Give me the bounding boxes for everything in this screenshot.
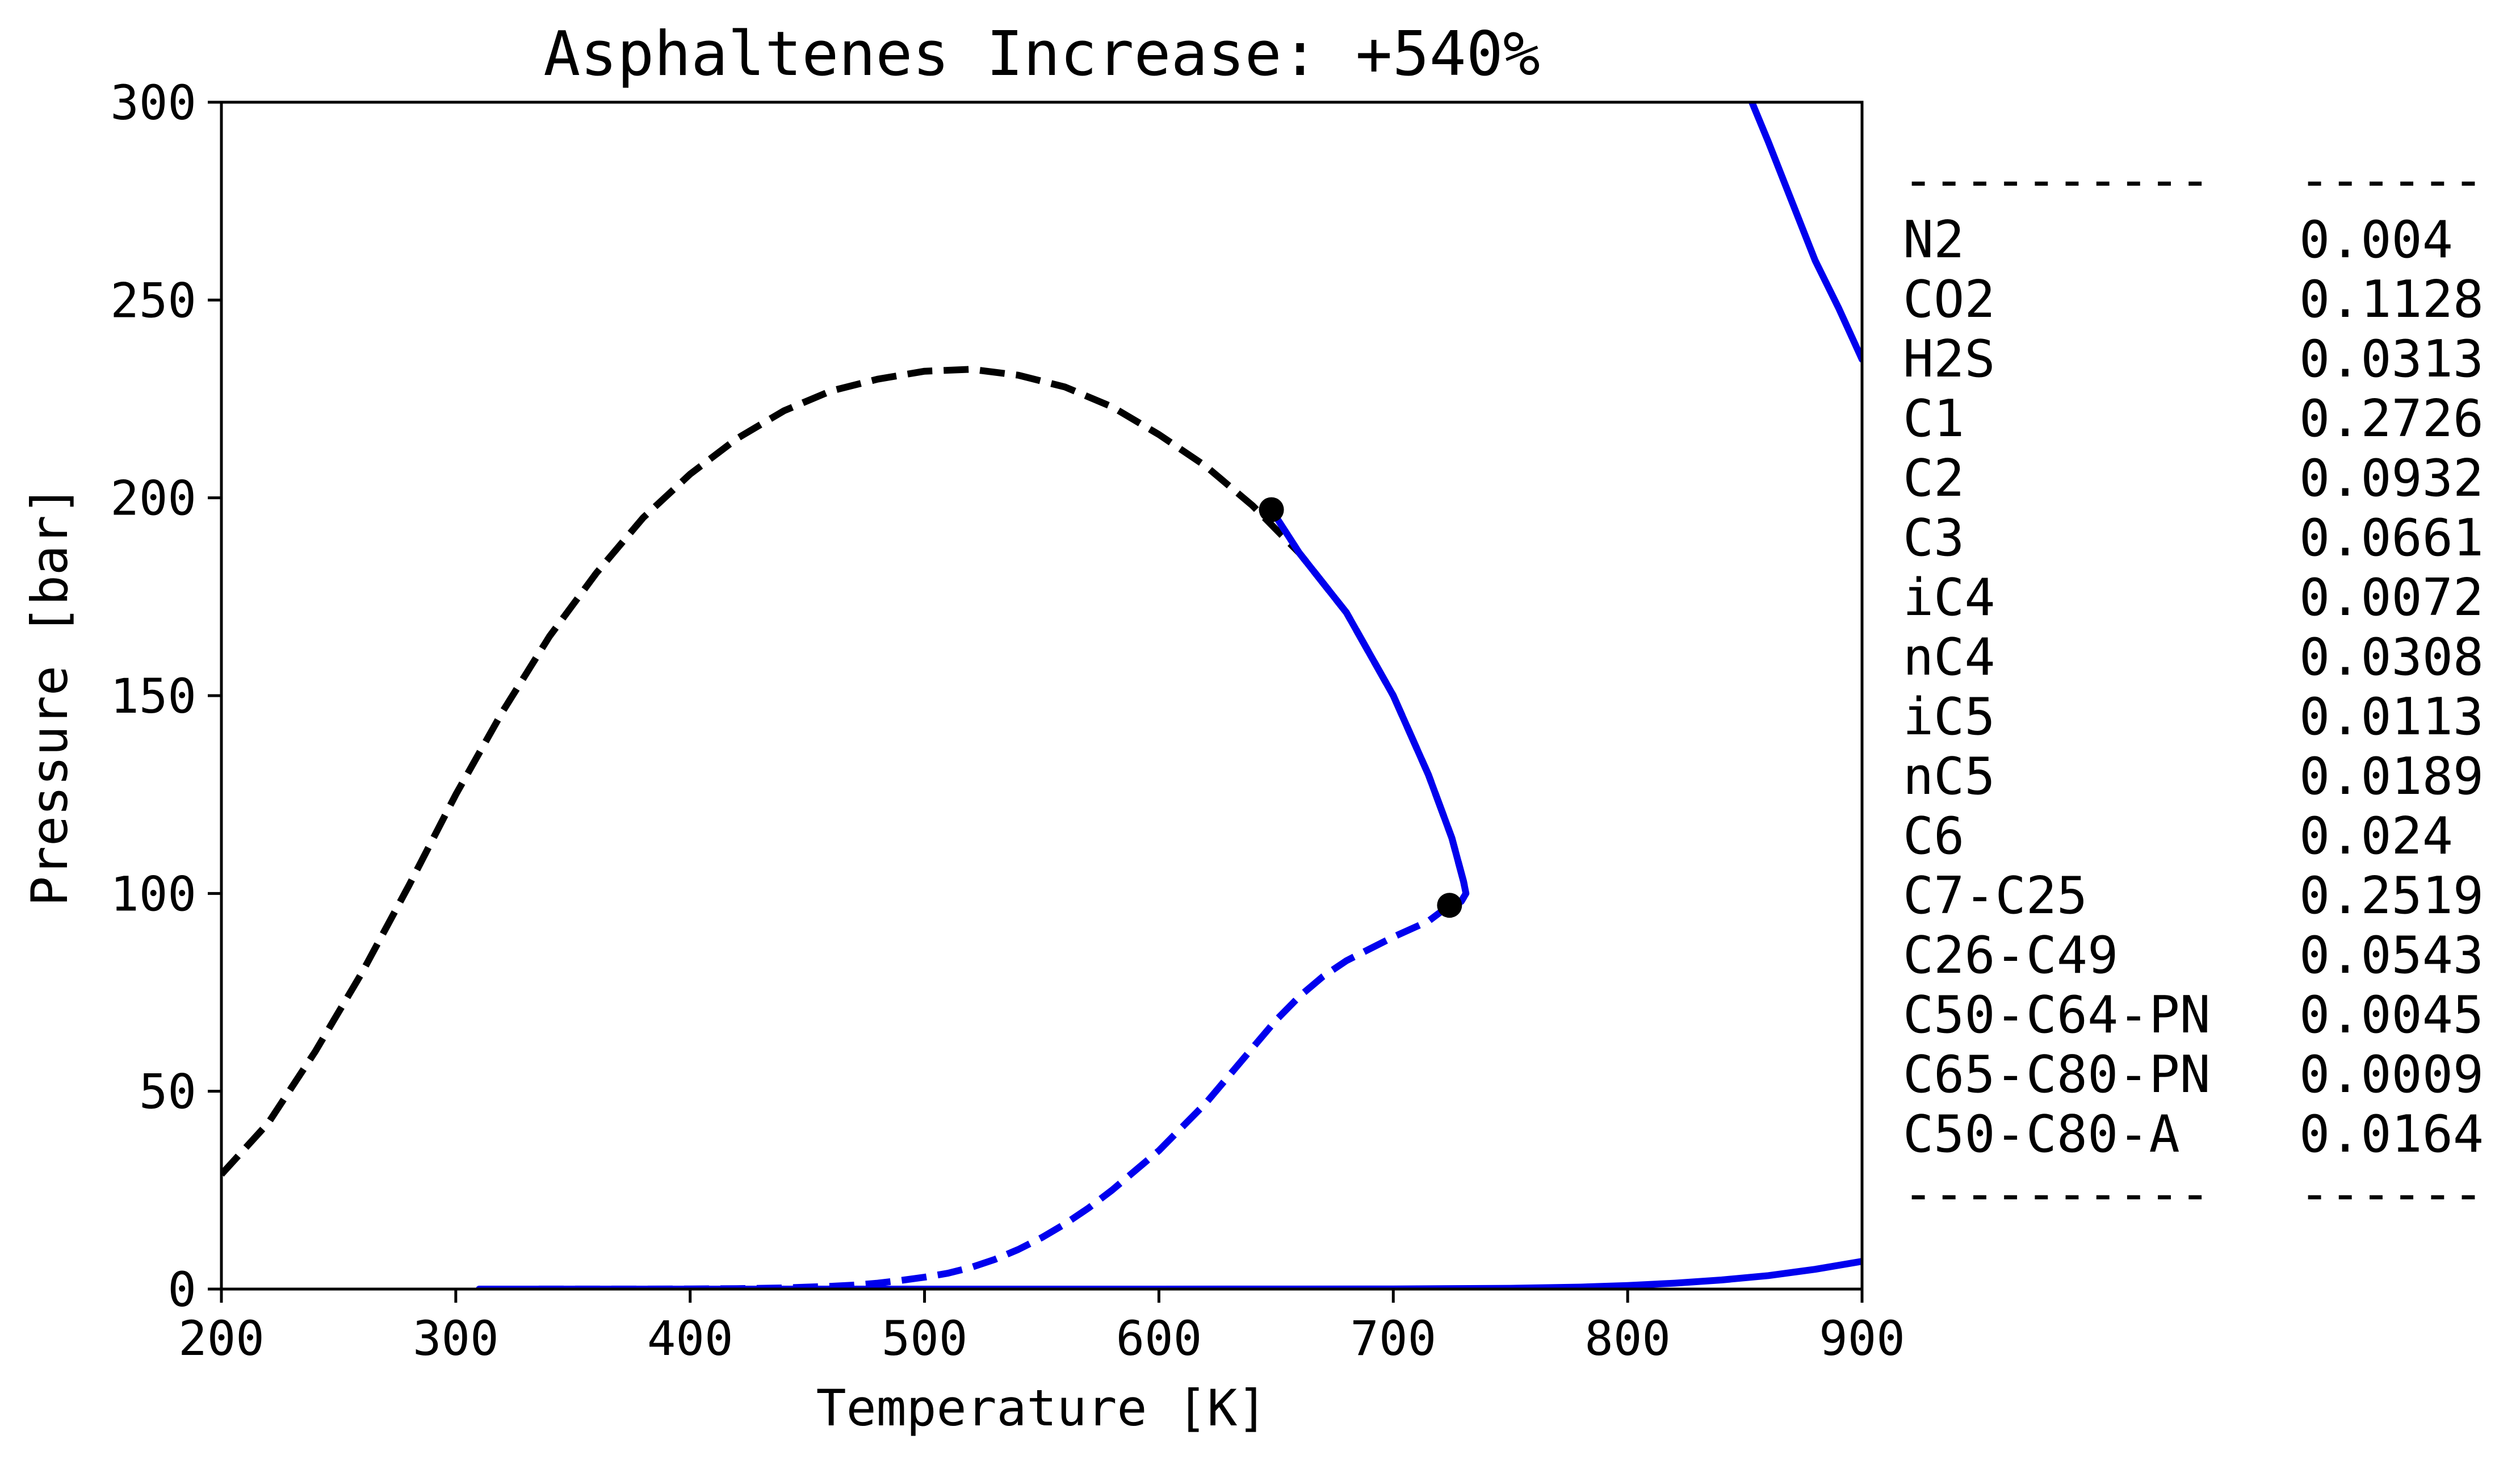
component-name: C2	[1903, 449, 1964, 508]
x-axis-label: Temperature [K]	[816, 1379, 1268, 1437]
component-name: N2	[1903, 210, 1964, 270]
component-value: 0.024	[2299, 806, 2453, 866]
component-value: 0.1128	[2299, 270, 2484, 329]
component-name: CO2	[1903, 270, 1995, 329]
component-value: 0.0932	[2299, 449, 2484, 508]
component-name: C26-C49	[1903, 926, 2118, 985]
component-name: H2S	[1903, 329, 1995, 389]
component-name: iC5	[1903, 687, 1995, 747]
component-value: 0.0189	[2299, 747, 2484, 806]
y-axis: 0 50 100 150 200 250 300	[110, 75, 221, 1317]
x-tick-label: 800	[1584, 1311, 1671, 1366]
component-name: C65-C80-PN	[1903, 1045, 2211, 1105]
plot-frame	[220, 101, 1864, 1291]
component-value: 0.0308	[2299, 627, 2484, 687]
critical-point-0	[1259, 497, 1284, 522]
component-name: nC5	[1903, 747, 1995, 806]
x-tick-label: 700	[1350, 1311, 1436, 1366]
x-tick-label: 500	[882, 1311, 968, 1366]
series-line-4	[1749, 102, 1862, 363]
component-name: C7-C25	[1903, 866, 2087, 926]
component-name: iC4	[1903, 568, 1995, 627]
x-tick-label: 300	[413, 1311, 499, 1366]
component-value: 0.0009	[2299, 1045, 2484, 1105]
component-value: 0.004	[2299, 210, 2453, 270]
series-line-1	[1268, 506, 1470, 909]
component-name: C3	[1903, 508, 1964, 568]
component-name: C50-C64-PN	[1903, 985, 2211, 1045]
series-line-3	[476, 1258, 1862, 1289]
y-tick-label: 200	[110, 471, 196, 526]
series-line-2	[479, 902, 1452, 1289]
component-value: 0.0072	[2299, 568, 2484, 627]
y-axis-label: Pressure [bar]	[20, 485, 79, 906]
component-value: 0.0045	[2299, 985, 2484, 1045]
component-name: C50-C80-A	[1903, 1105, 2180, 1164]
x-axis: 200 300 400 500 600 700 800 900	[178, 1289, 1905, 1366]
component-value: 0.0313	[2299, 329, 2484, 389]
table-separator: ----------	[1903, 150, 2211, 210]
table-separator: ------	[2299, 150, 2484, 210]
component-name: C1	[1903, 389, 1964, 449]
y-tick-label: 0	[167, 1262, 196, 1317]
component-value: 0.0164	[2299, 1105, 2484, 1164]
y-tick-label: 250	[110, 273, 196, 328]
component-name: C6	[1903, 806, 1964, 866]
chart-title: Asphaltenes Increase: +540%	[543, 19, 1540, 90]
x-tick-label: 200	[178, 1311, 265, 1366]
x-tick-label: 900	[1819, 1311, 1905, 1366]
series-line-0	[221, 366, 1470, 1177]
y-tick-label: 150	[110, 668, 196, 724]
plot-area	[221, 102, 1862, 1289]
x-tick-label: 600	[1116, 1311, 1202, 1366]
x-tick-label: 400	[647, 1311, 733, 1366]
y-tick-label: 100	[110, 866, 196, 922]
table-separator: ----------	[1903, 1164, 2211, 1224]
component-value: 0.0113	[2299, 687, 2484, 747]
component-value: 0.2726	[2299, 389, 2484, 449]
component-name: nC4	[1903, 627, 1995, 687]
y-tick-label: 300	[110, 75, 196, 131]
table-separator: ------	[2299, 1164, 2484, 1224]
y-tick-label: 50	[139, 1064, 196, 1120]
component-value: 0.2519	[2299, 866, 2484, 926]
critical-point-1	[1437, 893, 1462, 918]
component-value: 0.0543	[2299, 926, 2484, 985]
component-value: 0.0661	[2299, 508, 2484, 568]
